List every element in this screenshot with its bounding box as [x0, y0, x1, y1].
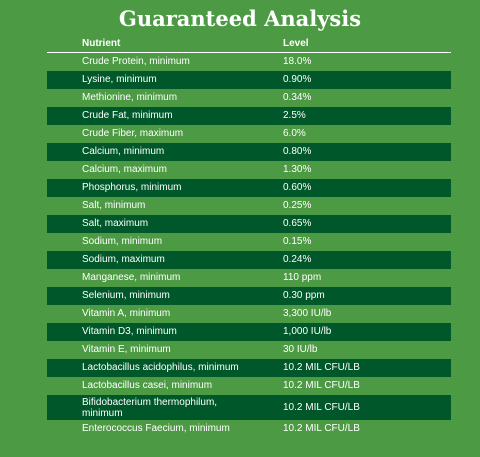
page-title: Guaranteed Analysis — [118, 6, 362, 31]
nutrient-cell: Sodium, maximum — [82, 254, 165, 265]
level-cell: 0.60% — [283, 182, 312, 193]
table-row: Methionine, minimum 0.34% — [47, 89, 451, 107]
table-row: Phosphorus, minimum 0.60% — [47, 179, 451, 197]
level-cell: 10.2 MIL CFU/LB — [283, 362, 360, 373]
nutrient-cell: Methionine, minimum — [82, 92, 178, 103]
level-cell: 18.0% — [283, 56, 312, 67]
level-cell: 0.90% — [283, 74, 312, 85]
nutrient-cell: Lysine, minimum — [82, 74, 157, 85]
nutrient-cell: Crude Fat, minimum — [82, 110, 173, 121]
header-level: Level — [283, 38, 309, 49]
level-cell: 10.2 MIL CFU/LB — [283, 423, 360, 434]
nutrient-cell: Selenium, minimum — [82, 290, 170, 301]
level-cell: 10.2 MIL CFU/LB — [283, 380, 360, 391]
nutrient-cell: Salt, maximum — [82, 218, 149, 229]
table-row: Sodium, maximum 0.24% — [47, 251, 451, 269]
table-row: Vitamin D3, minimum 1,000 IU/lb — [47, 323, 451, 341]
table-row: Selenium, minimum 0.30 ppm — [47, 287, 451, 305]
nutrient-cell: Crude Protein, minimum — [82, 56, 190, 67]
table-row: Vitamin A, minimum 3,300 IU/lb — [47, 305, 451, 323]
nutrient-cell: Manganese, minimum — [82, 272, 181, 283]
table-row: Bifidobacterium thermophilum, minimum 10… — [47, 395, 451, 420]
level-cell: 0.65% — [283, 218, 312, 229]
level-cell: 0.15% — [283, 236, 312, 247]
level-cell: 30 IU/lb — [283, 344, 318, 355]
nutrient-cell: Sodium, minimum — [82, 236, 163, 247]
table-row: Crude Fat, minimum 2.5% — [47, 107, 451, 125]
table-row: Lactobacillus acidophilus, minimum 10.2 … — [47, 359, 451, 377]
level-cell: 6.0% — [283, 128, 306, 139]
level-cell: 0.80% — [283, 146, 312, 157]
nutrient-cell: Phosphorus, minimum — [82, 182, 182, 193]
level-cell: 2.5% — [283, 110, 306, 121]
nutrient-cell: Bifidobacterium thermophilum, minimum — [82, 396, 218, 419]
level-cell: 0.25% — [283, 200, 312, 211]
table-row: Salt, minimum 0.25% — [47, 197, 451, 215]
level-cell: 1.30% — [283, 164, 312, 175]
nutrient-cell: Crude Fiber, maximum — [82, 128, 184, 139]
level-cell: 0.24% — [283, 254, 312, 265]
level-cell: 3,300 IU/lb — [283, 308, 332, 319]
table-header: Nutrient Level — [47, 36, 451, 53]
table-row: Enterococcus Faecium, minimum 10.2 MIL C… — [47, 420, 451, 438]
table-row: Salt, maximum 0.65% — [47, 215, 451, 233]
level-cell: 0.34% — [283, 92, 312, 103]
nutrient-cell: Lactobacillus casei, minimum — [82, 380, 213, 391]
nutrient-cell: Vitamin E, minimum — [82, 344, 171, 355]
level-cell: 1,000 IU/lb — [283, 326, 332, 337]
level-cell: 10.2 MIL CFU/LB — [283, 402, 360, 413]
nutrient-cell: Calcium, maximum — [82, 164, 168, 175]
level-cell: 110 ppm — [283, 272, 322, 283]
table-row: Crude Fiber, maximum 6.0% — [47, 125, 451, 143]
nutrient-cell: Vitamin D3, minimum — [82, 326, 177, 337]
table-row: Calcium, maximum 1.30% — [47, 161, 451, 179]
nutrient-cell: Lactobacillus acidophilus, minimum — [82, 362, 239, 373]
table-row: Sodium, minimum 0.15% — [47, 233, 451, 251]
table-row: Manganese, minimum 110 ppm — [47, 269, 451, 287]
table-row: Crude Protein, minimum 18.0% — [47, 53, 451, 71]
level-cell: 0.30 ppm — [283, 290, 325, 301]
nutrient-cell: Calcium, minimum — [82, 146, 165, 157]
nutrient-cell: Enterococcus Faecium, minimum — [82, 423, 230, 434]
nutrient-cell: Salt, minimum — [82, 200, 146, 211]
nutrient-cell: Vitamin A, minimum — [82, 308, 171, 319]
table-row: Calcium, minimum 0.80% — [47, 143, 451, 161]
analysis-table: Nutrient Level Crude Protein, minimum 18… — [47, 36, 451, 438]
table-row: Lactobacillus casei, minimum 10.2 MIL CF… — [47, 377, 451, 395]
header-nutrient: Nutrient — [82, 38, 121, 49]
table-row: Lysine, minimum 0.90% — [47, 71, 451, 89]
table-row: Vitamin E, minimum 30 IU/lb — [47, 341, 451, 359]
